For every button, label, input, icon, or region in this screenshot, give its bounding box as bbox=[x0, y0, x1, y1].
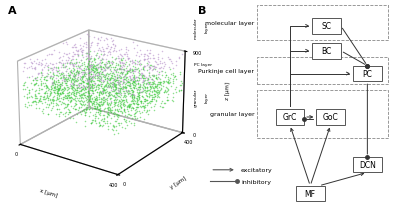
Bar bbox=[353, 66, 382, 82]
Bar bbox=[316, 110, 345, 125]
Bar bbox=[312, 19, 341, 34]
Bar bbox=[296, 186, 324, 201]
X-axis label: x [μm]: x [μm] bbox=[39, 187, 58, 198]
Bar bbox=[353, 157, 382, 173]
Text: excitatory: excitatory bbox=[241, 167, 273, 172]
Text: B: B bbox=[198, 6, 206, 16]
Text: A: A bbox=[8, 6, 17, 16]
Bar bbox=[257, 6, 388, 41]
Text: GoC: GoC bbox=[323, 113, 338, 122]
Bar bbox=[257, 91, 388, 138]
Text: PC layer: PC layer bbox=[194, 62, 212, 66]
Text: PC: PC bbox=[362, 70, 372, 79]
Y-axis label: y [μm]: y [μm] bbox=[169, 175, 187, 189]
Text: DCN: DCN bbox=[359, 160, 376, 169]
Text: layer: layer bbox=[205, 92, 209, 103]
Text: inhibitory: inhibitory bbox=[241, 179, 271, 184]
Text: BC: BC bbox=[322, 47, 332, 56]
Text: MF: MF bbox=[305, 189, 316, 198]
Text: GrC: GrC bbox=[283, 113, 297, 122]
Text: Purkinje cell layer: Purkinje cell layer bbox=[198, 69, 254, 74]
Text: molecular layer: molecular layer bbox=[205, 21, 254, 26]
Bar bbox=[257, 58, 388, 84]
Text: SC: SC bbox=[322, 22, 332, 31]
Text: granular: granular bbox=[194, 88, 198, 107]
Bar bbox=[312, 44, 341, 59]
Text: layer: layer bbox=[205, 22, 209, 33]
Text: granular layer: granular layer bbox=[210, 112, 254, 117]
Bar bbox=[276, 110, 304, 125]
Text: molecular: molecular bbox=[194, 17, 198, 38]
